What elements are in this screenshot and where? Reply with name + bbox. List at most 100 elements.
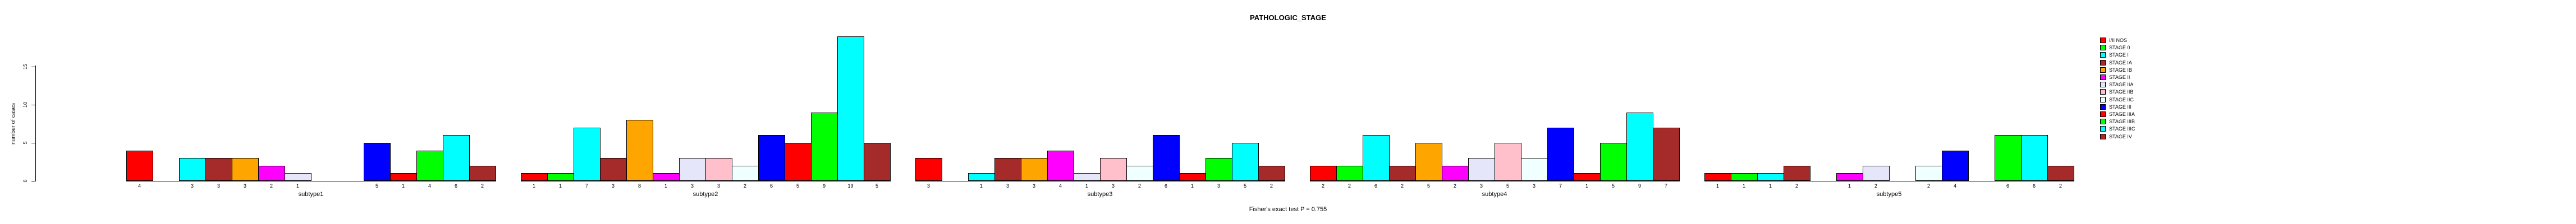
bar [705, 158, 732, 181]
bar-count-label: 3 [690, 183, 694, 189]
bar [915, 158, 942, 181]
bar [1415, 143, 1442, 181]
bar-count-label: 1 [664, 183, 668, 189]
bar [1336, 166, 1363, 181]
bar [994, 158, 1021, 181]
bar [1126, 166, 1153, 181]
group-label: subtype3 [1087, 191, 1113, 198]
bar [469, 166, 496, 181]
bar-count-label: 3 [717, 183, 721, 189]
bar-count-label: 2 [1269, 183, 1273, 189]
bar-count-label: 7 [1664, 183, 1668, 189]
legend-label: STAGE IIIB [2109, 119, 2135, 125]
bar-count-label: 6 [1164, 183, 1168, 189]
legend-label: STAGE IIC [2109, 96, 2134, 102]
bar [679, 158, 706, 181]
group-label: subtype2 [693, 191, 718, 198]
bar-count-label: 8 [638, 183, 641, 189]
bar [626, 120, 653, 181]
legend-label: STAGE IIB [2109, 89, 2134, 95]
bar-count-label: 6 [769, 183, 773, 189]
bar-count-label: 9 [1638, 183, 1642, 189]
bar-count-label: 6 [2006, 183, 2010, 189]
bar [443, 135, 470, 181]
bar-count-label: 7 [1559, 183, 1562, 189]
legend-swatch [2100, 45, 2106, 51]
bar [1179, 173, 1206, 181]
bar [547, 173, 574, 181]
bar-count-label: 2 [1874, 183, 1878, 189]
bar [1100, 158, 1127, 181]
bar [1784, 166, 1810, 181]
bar-count-label: 9 [822, 183, 826, 189]
bar [1653, 128, 1680, 181]
y-tick-label: 0 [22, 179, 28, 183]
bar [1442, 166, 1469, 181]
bar [864, 143, 891, 181]
legend-swatch [2100, 59, 2106, 66]
bar [1863, 166, 1890, 181]
bar-count-label: 3 [1532, 183, 1536, 189]
legend-label: STAGE IB [2109, 67, 2132, 73]
group-label: subtype5 [1876, 191, 1902, 198]
bar [837, 36, 864, 181]
legend-swatch [2100, 74, 2106, 80]
bar-count-label: 3 [611, 183, 615, 189]
bar-count-label: 4 [428, 183, 432, 189]
bar [1995, 135, 2022, 181]
bar-count-label: 1 [979, 183, 983, 189]
bar-count-label: 5 [796, 183, 800, 189]
bar-count-label: 1 [1768, 183, 1772, 189]
bar-count-label: 3 [217, 183, 221, 189]
legend-label: STAGE IV [2109, 133, 2132, 139]
bar [1232, 143, 1259, 181]
bar [521, 173, 548, 181]
bar-count-label: 1 [296, 183, 300, 189]
bar-count-label: 4 [1953, 183, 1957, 189]
bar [1704, 173, 1731, 181]
bar-count-label: 2 [1795, 183, 1799, 189]
legend-swatch [2100, 111, 2106, 117]
bar [653, 173, 680, 181]
bar-count-label: 2 [1400, 183, 1404, 189]
bar [285, 173, 311, 181]
legend-label: STAGE I [2109, 52, 2129, 58]
bar-count-label: 6 [1374, 183, 1378, 189]
group-label: subtype4 [1482, 191, 1507, 198]
bar [1600, 143, 1627, 181]
bar [1521, 158, 1548, 181]
bar [1363, 135, 1390, 181]
legend-label: STAGE IA [2109, 59, 2132, 66]
group-label: subtype1 [298, 191, 324, 198]
bar [205, 158, 232, 181]
bar-count-label: 1 [401, 183, 405, 189]
bar-count-label: 2 [1453, 183, 1457, 189]
bar-count-label: 4 [137, 183, 141, 189]
footer-caption: Fisher's exact test P = 0.755 [1249, 206, 1327, 213]
bar [1206, 158, 1232, 181]
legend-label: STAGE IIIA [2109, 111, 2135, 117]
legend-swatch [2100, 96, 2106, 102]
bar [1258, 166, 1285, 181]
bar [1836, 173, 1863, 181]
legend-swatch [2100, 67, 2106, 73]
legend-label: STAGE 0 [2109, 45, 2130, 51]
bar-count-label: 3 [1032, 183, 1036, 189]
bar [1626, 113, 1653, 181]
y-tick-label: 15 [22, 63, 28, 70]
bar [1574, 173, 1601, 181]
bar [2021, 135, 2048, 181]
legend-swatch [2100, 104, 2106, 110]
bar [1757, 173, 1784, 181]
bar-count-label: 3 [243, 183, 247, 189]
bar-count-label: 3 [927, 183, 931, 189]
legend-label: STAGE II [2109, 74, 2130, 80]
bar [1915, 166, 1942, 181]
bar-count-label: 5 [1427, 183, 1431, 189]
bar-count-label: 2 [269, 183, 273, 189]
legend-swatch [2100, 52, 2106, 58]
legend-swatch [2100, 133, 2106, 139]
bar [1731, 173, 1758, 181]
bar-count-label: 1 [1848, 183, 1851, 189]
